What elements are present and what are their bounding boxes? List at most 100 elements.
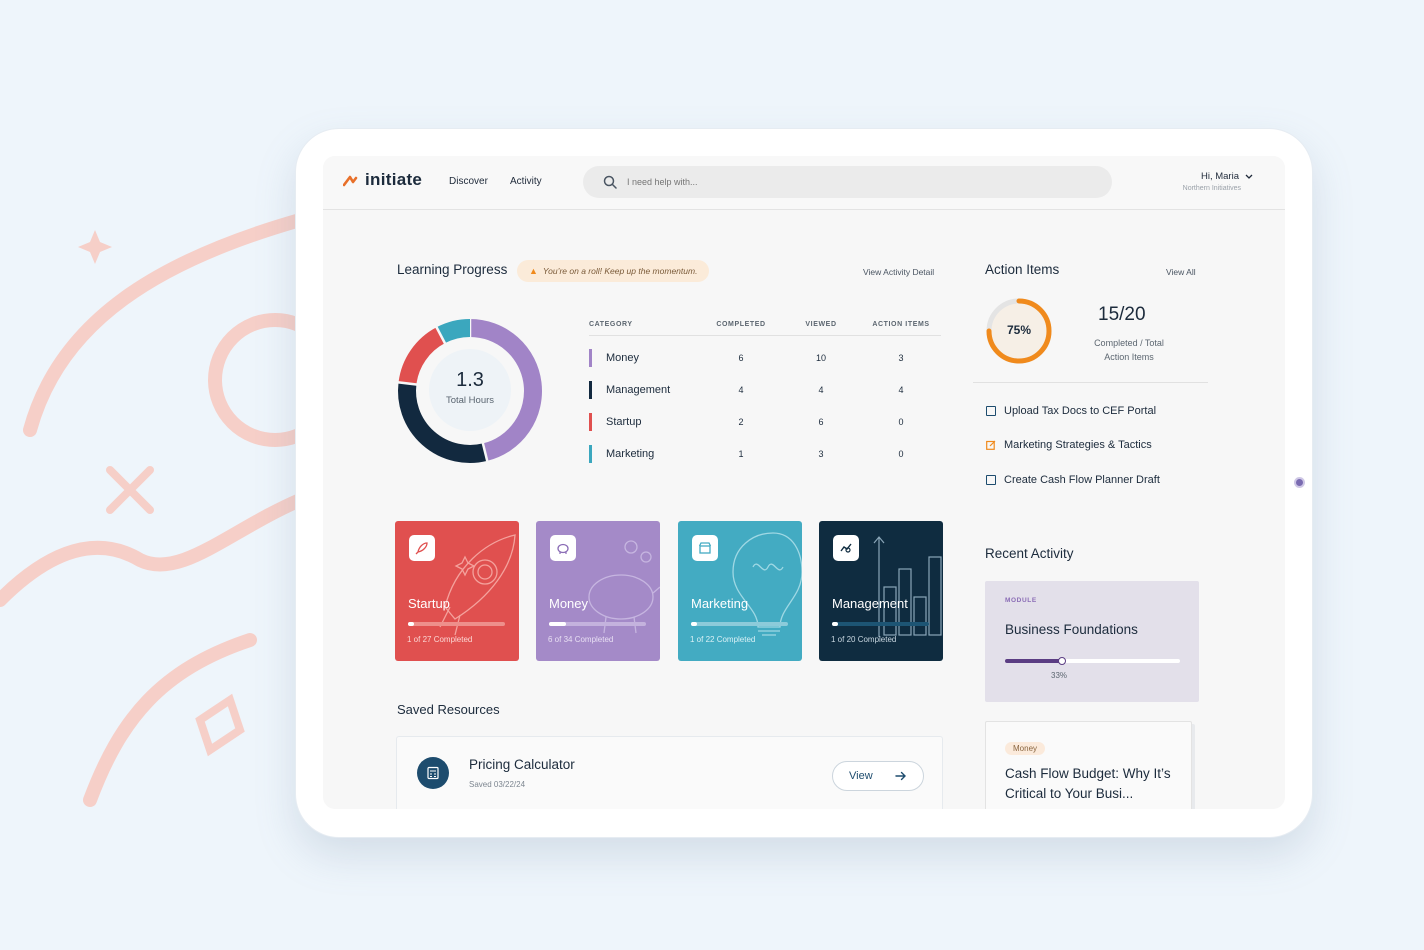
- module-progress-percent: 33%: [1051, 671, 1068, 680]
- streak-text: You’re on a roll! Keep up the momentum.: [542, 266, 698, 276]
- piggy-bank-icon: [550, 535, 576, 561]
- view-all-link[interactable]: View All: [1166, 267, 1196, 277]
- nav-discover[interactable]: Discover: [449, 176, 488, 187]
- learning-progress-title: Learning Progress: [397, 262, 508, 277]
- logo-mark-icon: [343, 175, 358, 187]
- course-progress-text: 1 of 20 Completed: [831, 635, 897, 644]
- action-items-count: 0: [898, 449, 904, 459]
- col-viewed: VIEWED: [805, 321, 837, 328]
- rocket-icon: [409, 535, 435, 561]
- table-header: CATEGORY COMPLETED VIEWED ACTION ITEMS: [589, 314, 941, 336]
- streak-badge: ▲ You’re on a roll! Keep up the momentum…: [517, 260, 710, 282]
- col-completed: COMPLETED: [716, 321, 766, 328]
- completed-count: 4: [738, 385, 744, 395]
- module-tag: MODULE: [1005, 597, 1037, 604]
- total-hours-label: Total Hours: [445, 395, 495, 406]
- viewed-count: 3: [818, 449, 824, 459]
- donut-slice-marketing: [436, 319, 471, 344]
- course-progress-fill: [691, 622, 697, 626]
- donut-slice-management: [398, 382, 488, 463]
- top-bar: initiate Discover Activity Hi, Maria Nor…: [323, 156, 1285, 210]
- task-item[interactable]: Marketing Strategies & Tactics: [986, 439, 1152, 451]
- view-resource-button[interactable]: View: [832, 761, 924, 791]
- table-row: Management 4 4 4: [589, 374, 941, 406]
- chart-icon: [833, 535, 859, 561]
- category-name: Marketing: [606, 448, 655, 460]
- logo[interactable]: initiate: [343, 170, 422, 190]
- category-color-bar: [589, 445, 592, 463]
- completed-count: 6: [738, 353, 744, 363]
- article-card[interactable]: Money Cash Flow Budget: Why It’s Critica…: [985, 721, 1192, 809]
- module-name: Business Foundations: [1005, 622, 1138, 637]
- article-title: Cash Flow Budget: Why It’s Critical to Y…: [1005, 766, 1171, 801]
- module-card[interactable]: MODULE Business Foundations 33%: [985, 581, 1199, 702]
- view-label: View: [849, 770, 873, 782]
- col-action-items: ACTION ITEMS: [872, 321, 930, 328]
- module-progress-fill: [1005, 657, 1066, 665]
- recent-activity-title: Recent Activity: [985, 546, 1074, 561]
- course-progress-bar: [549, 622, 646, 626]
- action-items-count: 0: [898, 417, 904, 427]
- rocket-illustration: [0, 213, 330, 807]
- category-name: Management: [606, 384, 671, 396]
- action-items-score: 15/20: [1098, 304, 1146, 325]
- table-row: Startup 2 6 0: [589, 406, 941, 438]
- action-items-title: Action Items: [985, 262, 1060, 277]
- app-screen: initiate Discover Activity Hi, Maria Nor…: [323, 156, 1285, 809]
- checkbox-icon[interactable]: [986, 406, 996, 416]
- search-bar[interactable]: [583, 166, 1112, 198]
- arrow-right-icon: [895, 771, 906, 781]
- task-item[interactable]: Create Cash Flow Planner Draft: [986, 474, 1160, 486]
- resource-saved-date: Saved 03/22/24: [469, 780, 526, 789]
- action-items-percent: 75%: [1006, 323, 1032, 337]
- course-progress-text: 1 of 22 Completed: [690, 635, 756, 644]
- course-name: Marketing: [691, 596, 749, 611]
- viewed-count: 6: [818, 417, 824, 427]
- article-category-tag: Money: [1005, 742, 1046, 755]
- course-progress-bar: [691, 622, 788, 626]
- flame-icon: ▲: [529, 266, 538, 276]
- category-table: CATEGORY COMPLETED VIEWED ACTION ITEMS M…: [589, 314, 941, 470]
- donut-slice-money: [469, 319, 542, 461]
- completed-count: 2: [738, 417, 744, 427]
- donut-separator: [481, 442, 489, 463]
- user-menu[interactable]: Hi, Maria Northern Initiatives: [1183, 171, 1253, 192]
- completed-count: 1: [738, 449, 744, 459]
- donut-center: 1.3 Total Hours: [429, 349, 511, 431]
- resource-name: Pricing Calculator: [469, 757, 575, 772]
- table-row: Marketing 1 3 0: [589, 438, 941, 470]
- search-input[interactable]: [627, 177, 1027, 187]
- saved-resources-title: Saved Resources: [397, 702, 500, 717]
- course-name: Management: [832, 596, 908, 611]
- course-card-money[interactable]: Money 6 of 34 Completed: [536, 521, 660, 661]
- nav-activity[interactable]: Activity: [510, 176, 542, 187]
- course-name: Money: [549, 596, 589, 611]
- task-item[interactable]: Upload Tax Docs to CEF Portal: [986, 405, 1156, 417]
- table-row: Money 6 10 3: [589, 342, 941, 374]
- category-name: Money: [606, 352, 640, 364]
- brand-name: initiate: [365, 170, 423, 189]
- module-progress-bar: [1005, 657, 1180, 665]
- col-category: CATEGORY: [589, 321, 633, 328]
- donut-separator: [434, 325, 447, 345]
- course-progress-text: 1 of 27 Completed: [407, 635, 473, 644]
- search-icon: [603, 175, 617, 189]
- task-label: Create Cash Flow Planner Draft: [1004, 474, 1160, 486]
- task-label: Marketing Strategies & Tactics: [1004, 439, 1152, 451]
- saved-resource-item: Pricing Calculator Saved 03/22/24 View: [396, 736, 943, 809]
- checkbox-icon[interactable]: [986, 475, 996, 485]
- course-card-marketing[interactable]: Marketing 1 of 22 Completed: [678, 521, 802, 661]
- rocket-art-icon: [439, 534, 516, 636]
- edit-icon[interactable]: [986, 440, 996, 450]
- course-progress-fill: [408, 622, 414, 626]
- total-hours-value: 1.3: [456, 369, 484, 391]
- course-card-management[interactable]: Management 1 of 20 Completed: [819, 521, 943, 661]
- course-progress-fill: [549, 622, 567, 626]
- donut-separator: [397, 380, 418, 386]
- view-activity-detail-link[interactable]: View Activity Detail: [863, 267, 935, 277]
- category-name: Startup: [606, 416, 642, 428]
- storefront-icon: [692, 535, 718, 561]
- action-items-score-label: Completed / Total Action Items: [1094, 338, 1164, 362]
- course-card-startup[interactable]: Startup 1 of 27 Completed: [395, 521, 519, 661]
- course-progress-text: 6 of 34 Completed: [548, 635, 614, 644]
